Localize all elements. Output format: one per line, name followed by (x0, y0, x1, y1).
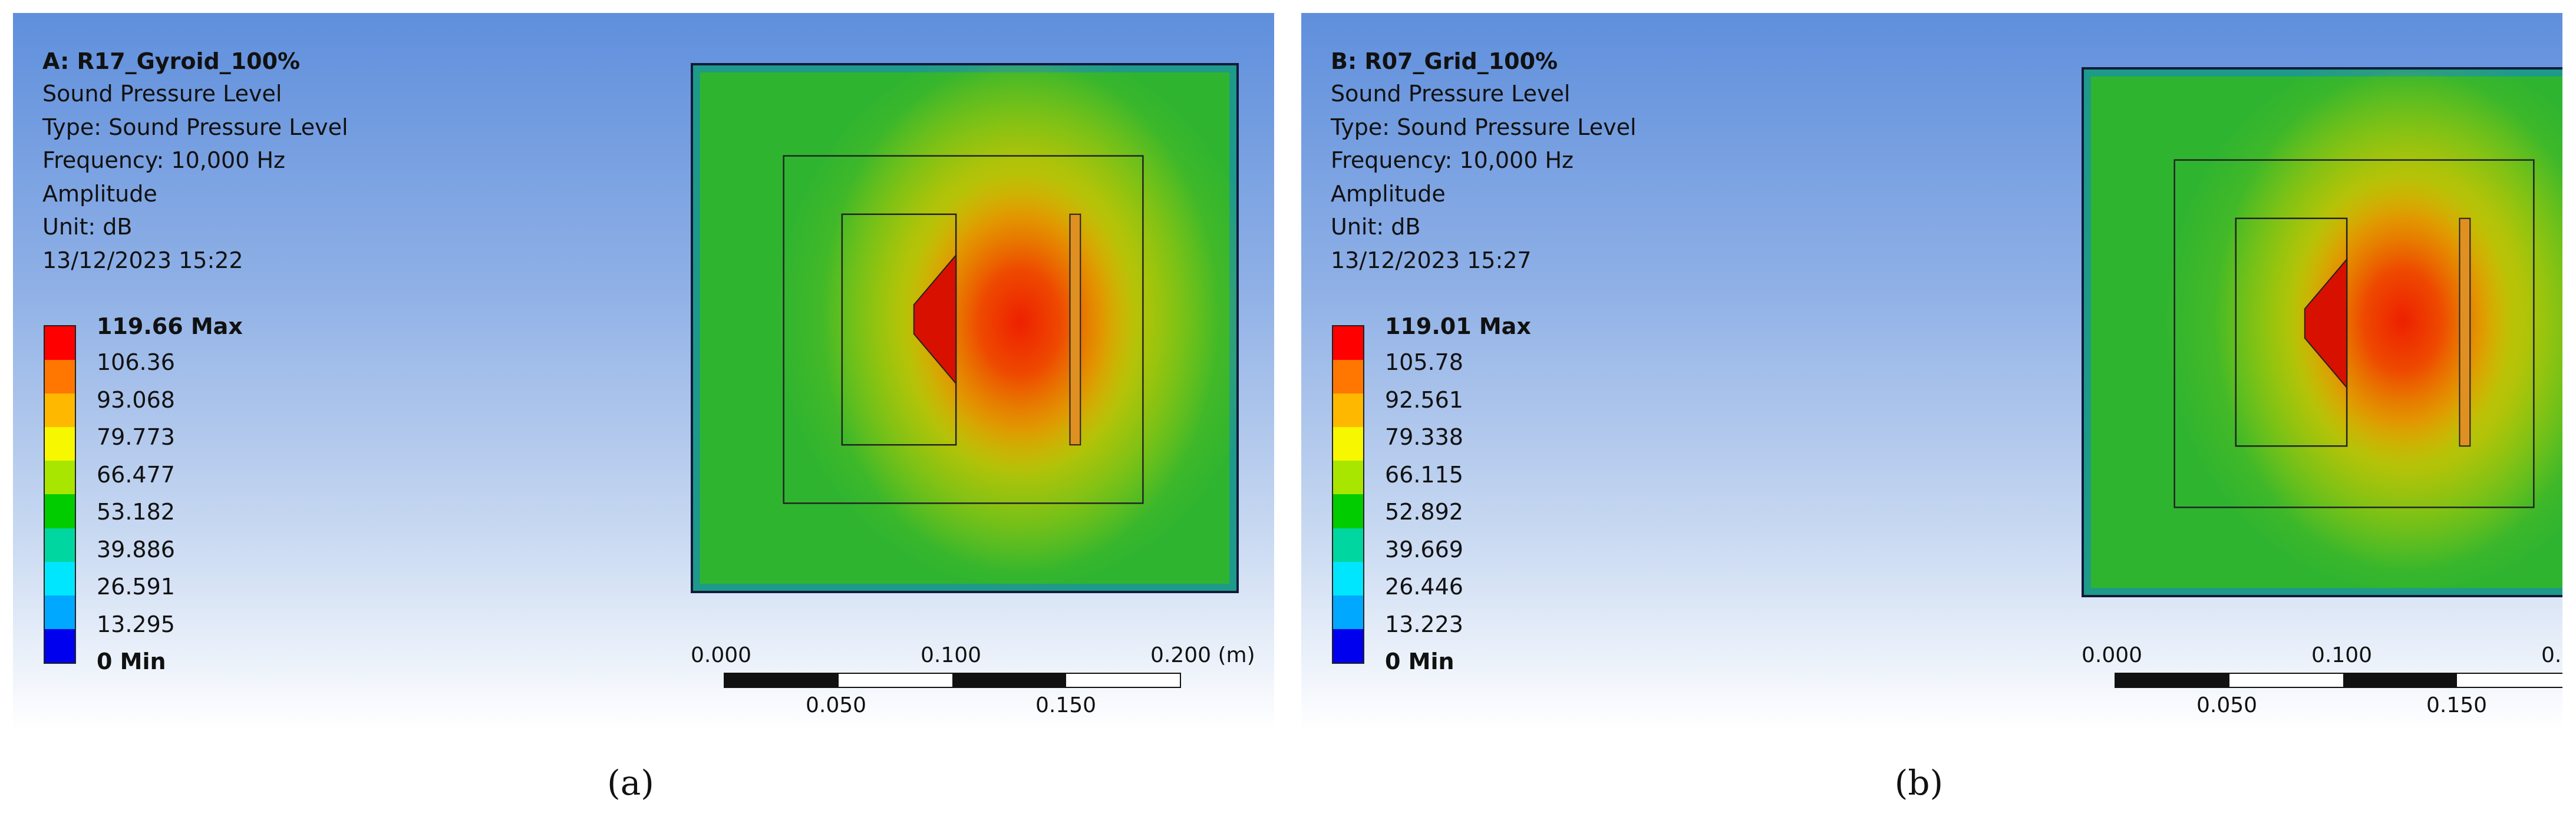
legend-label: 79.338 (1385, 424, 1463, 450)
scale-tick-label: 0.150 (1035, 693, 1097, 717)
legend-swatch (45, 494, 75, 528)
result-type: Type: Sound Pressure Level (1331, 114, 1637, 140)
result-label: Sound Pressure Level (42, 81, 282, 107)
legend-label: 66.477 (97, 462, 175, 488)
legend-label: 13.295 (97, 611, 175, 637)
legend-label: 26.591 (97, 574, 175, 600)
legend-swatch (45, 528, 75, 562)
result-amplitude: Amplitude (1331, 180, 1446, 207)
legend-swatch (1333, 628, 1363, 663)
scale-tick-label: 0.000 (2082, 643, 2143, 667)
legend-min-label: 0 Min (97, 649, 166, 674)
scale-bar: 0.000 0.100 0.200 (m) 0.050 0.150 (2082, 643, 2562, 730)
result-amplitude: Amplitude (42, 180, 157, 207)
scale-tick-label: 0.200 (m) (1150, 643, 1255, 667)
legend-swatch (1333, 360, 1363, 394)
legend-swatch (1333, 528, 1363, 562)
figure-caption-a: (a) (607, 763, 654, 803)
scale-tick-label: 0.000 (691, 643, 752, 667)
result-title: B: R07_Grid_100% (1331, 48, 1558, 74)
result-panel-a: A: R17_Gyroid_100% Sound Pressure Level … (13, 13, 1274, 730)
speaker-cone (2304, 257, 2348, 389)
legend-swatch (1333, 595, 1363, 629)
legend-swatch (45, 595, 75, 629)
result-frequency: Frequency: 10,000 Hz (42, 147, 285, 173)
legend-max-label: 119.01 Max (1385, 313, 1531, 339)
result-info: B: R07_Grid_100% Sound Pressure Level Ty… (1331, 45, 1637, 277)
result-unit: Unit: dB (1331, 214, 1421, 240)
result-timestamp: 13/12/2023 15:22 (42, 247, 243, 273)
legend-label: 39.669 (1385, 537, 1463, 563)
legend-max-label: 119.66 Max (97, 313, 243, 339)
legend-colorbar (1332, 325, 1364, 664)
legend-label: 39.886 (97, 537, 175, 563)
outer-enclosure-outline (783, 155, 1144, 504)
legend-swatch (45, 360, 75, 394)
legend-label: 92.561 (1385, 387, 1463, 413)
speaker-cone (913, 253, 957, 385)
result-info: A: R17_Gyroid_100% Sound Pressure Level … (42, 45, 348, 277)
sample-panel (2459, 217, 2471, 447)
result-type: Type: Sound Pressure Level (42, 114, 348, 140)
legend-label: 13.223 (1385, 611, 1463, 637)
legend-label: 26.446 (1385, 574, 1463, 600)
result-timestamp: 13/12/2023 15:27 (1331, 247, 1532, 273)
legend-swatch (1333, 494, 1363, 528)
scale-bar-graphic (2115, 673, 2562, 688)
scale-tick-label: 0.050 (806, 693, 867, 717)
scale-bar: 0.000 0.100 0.200 (m) 0.050 0.150 (691, 643, 1255, 730)
legend-label: 52.892 (1385, 499, 1463, 525)
scale-tick-label: 0.100 (921, 643, 982, 667)
legend-swatch (45, 326, 75, 360)
legend-swatch (45, 628, 75, 663)
scale-bar-graphic (724, 673, 1181, 688)
outer-enclosure-outline (2173, 159, 2535, 508)
scale-tick-label: 0.100 (2311, 643, 2373, 667)
legend-swatch (45, 561, 75, 596)
legend-swatch (1333, 393, 1363, 428)
legend-label: 106.36 (97, 349, 175, 375)
legend-colorbar (44, 325, 76, 664)
result-label: Sound Pressure Level (1331, 81, 1571, 107)
legend-swatch (1333, 561, 1363, 596)
legend-swatch (1333, 461, 1363, 495)
legend-label: 93.068 (97, 387, 175, 413)
scale-tick-label: 0.150 (2426, 693, 2488, 717)
legend-swatch (1333, 326, 1363, 360)
legend-min-label: 0 Min (1385, 649, 1454, 674)
legend-label: 66.115 (1385, 462, 1463, 488)
legend-label: 105.78 (1385, 349, 1463, 375)
scale-tick-label: 0.200 (m) (2541, 643, 2562, 667)
legend-swatch (45, 393, 75, 428)
scale-tick-label: 0.050 (2196, 693, 2258, 717)
spl-contour-plot (691, 63, 1239, 593)
result-title: A: R17_Gyroid_100% (42, 48, 301, 74)
spl-contour-plot (2082, 67, 2562, 597)
result-unit: Unit: dB (42, 214, 133, 240)
legend-swatch (1333, 427, 1363, 461)
result-panel-b: B: R07_Grid_100% Sound Pressure Level Ty… (1301, 13, 2562, 730)
legend-label: 79.773 (97, 424, 175, 450)
legend-swatch (45, 461, 75, 495)
legend-swatch (45, 427, 75, 461)
figure-caption-b: (b) (1894, 763, 1944, 803)
result-frequency: Frequency: 10,000 Hz (1331, 147, 1574, 173)
sample-panel (1069, 213, 1081, 446)
legend-label: 53.182 (97, 499, 175, 525)
